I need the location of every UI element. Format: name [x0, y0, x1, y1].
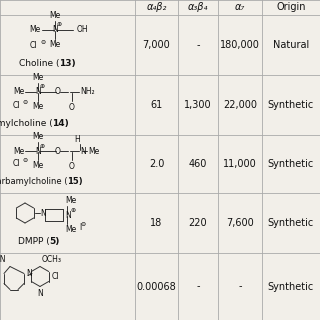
- Text: O: O: [55, 87, 61, 97]
- Text: I: I: [79, 222, 81, 231]
- Text: 180,000: 180,000: [220, 40, 260, 50]
- Text: ⊖: ⊖: [22, 100, 28, 105]
- Text: O: O: [69, 103, 75, 112]
- Text: Me: Me: [13, 147, 24, 156]
- Text: N: N: [37, 290, 43, 299]
- Text: Synthetic: Synthetic: [268, 100, 314, 110]
- Text: NH₂: NH₂: [80, 87, 95, 97]
- Text: ⊕: ⊕: [39, 143, 44, 148]
- Text: Me: Me: [65, 225, 76, 234]
- Text: O: O: [55, 147, 61, 156]
- Text: Me: Me: [32, 73, 44, 82]
- Text: 61: 61: [150, 100, 163, 110]
- Text: N: N: [80, 147, 86, 156]
- Text: Me: Me: [49, 40, 60, 49]
- Text: OH: OH: [77, 26, 89, 35]
- Text: 15): 15): [68, 177, 83, 186]
- Text: Synthetic: Synthetic: [268, 218, 314, 228]
- Text: 5): 5): [50, 237, 60, 246]
- Text: Synthetic: Synthetic: [268, 282, 314, 292]
- Text: N: N: [35, 87, 41, 97]
- Text: 460: 460: [189, 159, 207, 169]
- Text: Me: Me: [88, 147, 99, 156]
- Text: 22,000: 22,000: [223, 100, 257, 110]
- Text: O: O: [69, 162, 75, 171]
- Text: 1,300: 1,300: [184, 100, 212, 110]
- Text: ⊖: ⊖: [22, 158, 28, 164]
- Text: -: -: [238, 282, 242, 292]
- Text: Cl: Cl: [12, 159, 20, 169]
- Text: Me: Me: [13, 87, 24, 97]
- Text: Cl: Cl: [12, 100, 20, 109]
- Text: ⊖: ⊖: [40, 41, 46, 45]
- Text: DMPP (: DMPP (: [18, 237, 50, 246]
- Text: ⊕: ⊕: [70, 207, 76, 212]
- Text: Natural: Natural: [273, 40, 309, 50]
- Text: Synthetic: Synthetic: [268, 159, 314, 169]
- Text: 14): 14): [52, 119, 69, 128]
- Text: α₃β₄: α₃β₄: [188, 3, 208, 12]
- Text: Me: Me: [32, 132, 44, 141]
- Text: N: N: [35, 147, 41, 156]
- Text: 18: 18: [150, 218, 163, 228]
- Text: ⊕: ⊕: [39, 84, 44, 90]
- Text: N: N: [40, 209, 46, 218]
- Text: Cl: Cl: [52, 272, 60, 281]
- Text: HN: HN: [0, 255, 6, 265]
- Text: Cl: Cl: [29, 42, 37, 51]
- Text: N: N: [26, 269, 32, 278]
- Text: -: -: [196, 40, 200, 50]
- Text: Me: Me: [32, 102, 44, 111]
- Text: 11,000: 11,000: [223, 159, 257, 169]
- Text: N: N: [65, 211, 71, 220]
- Text: α₇: α₇: [235, 3, 245, 12]
- Text: Me: Me: [49, 11, 60, 20]
- Text: -: -: [196, 282, 200, 292]
- Text: N-Methylcarbamylcholine (: N-Methylcarbamylcholine (: [0, 177, 68, 186]
- Text: Origin: Origin: [276, 3, 306, 12]
- Text: 220: 220: [189, 218, 207, 228]
- Text: Me: Me: [30, 26, 41, 35]
- Text: α₄β₂: α₄β₂: [146, 3, 167, 12]
- Text: ⊕: ⊕: [56, 22, 62, 28]
- Text: H: H: [74, 135, 80, 144]
- Text: 0.00068: 0.00068: [137, 282, 176, 292]
- Text: N: N: [52, 26, 58, 35]
- Text: Carbamylcholine (: Carbamylcholine (: [0, 119, 52, 128]
- Text: Choline (: Choline (: [19, 59, 60, 68]
- Text: OCH₃: OCH₃: [42, 254, 62, 263]
- Text: 7,000: 7,000: [143, 40, 170, 50]
- Text: Me: Me: [65, 196, 76, 205]
- Text: ⊖: ⊖: [80, 221, 86, 227]
- Text: 2.0: 2.0: [149, 159, 164, 169]
- Text: Me: Me: [32, 161, 44, 170]
- Text: 7,600: 7,600: [226, 218, 254, 228]
- Text: 13): 13): [60, 59, 76, 68]
